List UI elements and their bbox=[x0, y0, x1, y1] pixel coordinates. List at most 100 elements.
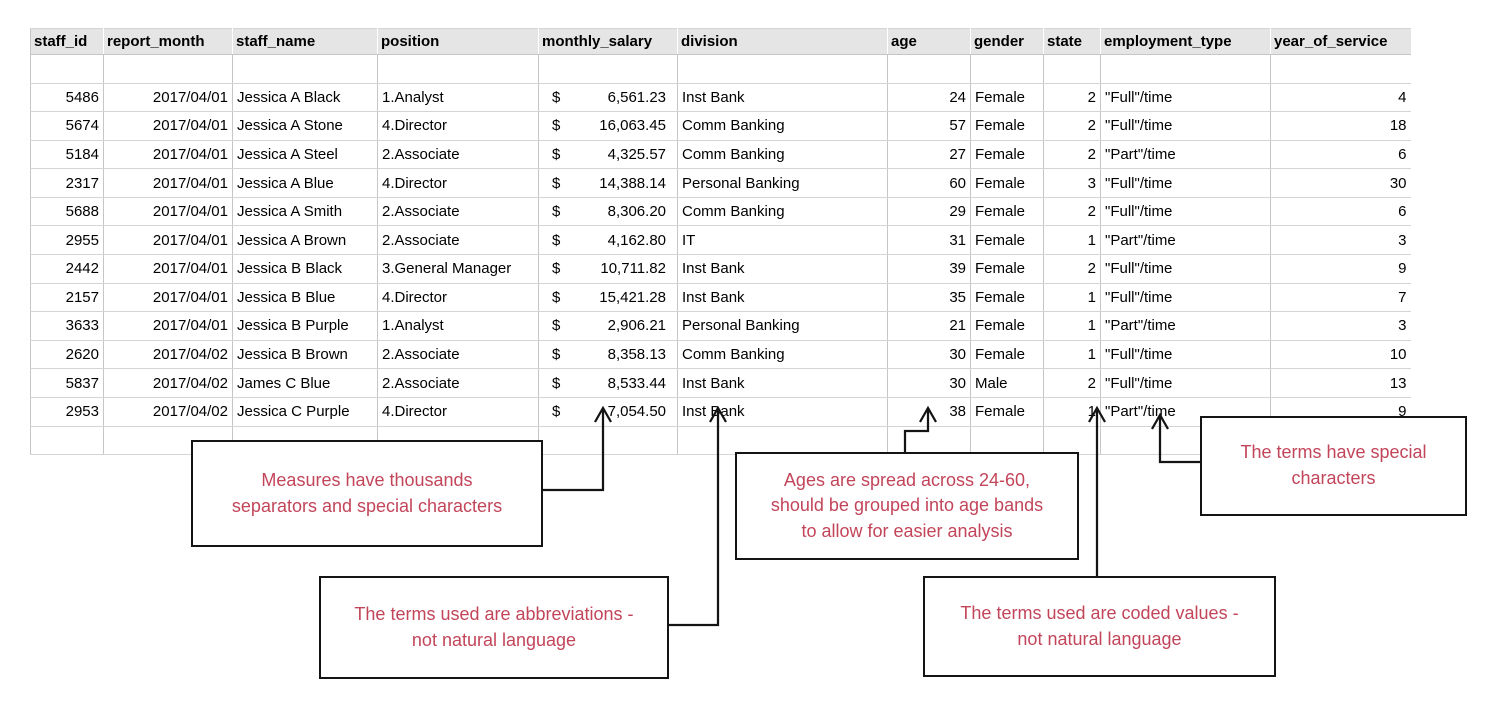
cell-employment-type[interactable]: "Part"/time bbox=[1100, 140, 1271, 170]
cell-report-month[interactable]: 2017/04/01 bbox=[103, 254, 233, 284]
cell-state[interactable]: 2 bbox=[1043, 83, 1101, 113]
cell-gender[interactable]: Female bbox=[970, 111, 1044, 141]
cell-staff-name[interactable]: Jessica A Smith bbox=[232, 197, 378, 227]
cell-position[interactable]: 1.Analyst bbox=[377, 83, 539, 113]
cell-division[interactable]: Inst Bank bbox=[677, 83, 888, 113]
cell-staff-id[interactable]: 2953 bbox=[30, 397, 104, 427]
cell-monthly-salary[interactable]: $ 8,306.20 bbox=[538, 197, 678, 227]
column-header-state[interactable]: state bbox=[1043, 28, 1101, 55]
column-header-year-of-service[interactable]: year_of_service bbox=[1270, 28, 1411, 55]
cell-state[interactable]: 1 bbox=[1043, 311, 1101, 341]
cell-gender[interactable]: Female bbox=[970, 311, 1044, 341]
cell-age[interactable]: 30 bbox=[887, 340, 971, 370]
cell-year-of-service[interactable]: 3 bbox=[1270, 225, 1411, 256]
cell-employment-type[interactable]: "Part"/time bbox=[1100, 225, 1271, 256]
cell-monthly-salary[interactable]: $ 16,063.45 bbox=[538, 111, 678, 141]
cell-staff-id[interactable]: 5184 bbox=[30, 140, 104, 170]
cell-position[interactable]: 4.Director bbox=[377, 397, 539, 427]
cell-age[interactable]: 35 bbox=[887, 283, 971, 313]
cell-report-month[interactable]: 2017/04/01 bbox=[103, 283, 233, 313]
cell-state[interactable]: 2 bbox=[1043, 368, 1101, 398]
cell-position[interactable]: 3.General Manager bbox=[377, 254, 539, 284]
cell-age[interactable]: 21 bbox=[887, 311, 971, 341]
cell-report-month[interactable]: 2017/04/02 bbox=[103, 340, 233, 370]
cell-monthly-salary[interactable]: $ 4,162.80 bbox=[538, 225, 678, 256]
cell-age[interactable]: 57 bbox=[887, 111, 971, 141]
cell-state[interactable]: 3 bbox=[1043, 168, 1101, 198]
cell-employment-type[interactable]: "Full"/time bbox=[1100, 197, 1271, 227]
column-header-division[interactable]: division bbox=[677, 28, 888, 55]
cell-employment-type[interactable]: "Full"/time bbox=[1100, 168, 1271, 198]
cell-division[interactable]: Inst Bank bbox=[677, 397, 888, 427]
cell-state[interactable]: 2 bbox=[1043, 254, 1101, 284]
cell-employment-type[interactable]: "Full"/time bbox=[1100, 368, 1271, 398]
cell-division[interactable]: Personal Banking bbox=[677, 311, 888, 341]
cell-position[interactable]: 2.Associate bbox=[377, 140, 539, 170]
cell-staff-id[interactable]: 2620 bbox=[30, 340, 104, 370]
cell-age[interactable]: 30 bbox=[887, 368, 971, 398]
cell-position[interactable]: 2.Associate bbox=[377, 340, 539, 370]
column-header-age[interactable]: age bbox=[887, 28, 971, 55]
cell-year-of-service[interactable]: 30 bbox=[1270, 168, 1411, 198]
cell-division[interactable]: Inst Bank bbox=[677, 254, 888, 284]
cell-monthly-salary[interactable]: $ 4,325.57 bbox=[538, 140, 678, 170]
cell-state[interactable]: 1 bbox=[1043, 340, 1101, 370]
cell-division[interactable]: IT bbox=[677, 225, 888, 256]
cell-state[interactable]: 2 bbox=[1043, 197, 1101, 227]
cell-staff-id[interactable]: 2157 bbox=[30, 283, 104, 313]
cell-gender[interactable]: Female bbox=[970, 254, 1044, 284]
cell-state[interactable]: 1 bbox=[1043, 397, 1101, 427]
cell-division[interactable]: Comm Banking bbox=[677, 340, 888, 370]
column-header-position[interactable]: position bbox=[377, 28, 539, 55]
cell-monthly-salary[interactable]: $ 10,711.82 bbox=[538, 254, 678, 284]
cell-staff-name[interactable]: Jessica C Purple bbox=[232, 397, 378, 427]
cell-report-month[interactable]: 2017/04/01 bbox=[103, 311, 233, 341]
cell-gender[interactable]: Female bbox=[970, 225, 1044, 256]
cell-report-month[interactable]: 2017/04/02 bbox=[103, 397, 233, 427]
cell-age[interactable]: 24 bbox=[887, 83, 971, 113]
cell-year-of-service[interactable]: 10 bbox=[1270, 340, 1411, 370]
cell-employment-type[interactable]: "Full"/time bbox=[1100, 111, 1271, 141]
cell-year-of-service[interactable]: 9 bbox=[1270, 254, 1411, 284]
cell-division[interactable]: Personal Banking bbox=[677, 168, 888, 198]
cell-staff-id[interactable]: 2317 bbox=[30, 168, 104, 198]
cell-state[interactable]: 1 bbox=[1043, 225, 1101, 256]
column-header-report-month[interactable]: report_month bbox=[103, 28, 233, 55]
cell-staff-id[interactable]: 2955 bbox=[30, 225, 104, 256]
cell-staff-name[interactable]: Jessica B Black bbox=[232, 254, 378, 284]
cell-staff-name[interactable]: Jessica B Brown bbox=[232, 340, 378, 370]
cell-division[interactable]: Inst Bank bbox=[677, 368, 888, 398]
cell-division[interactable]: Comm Banking bbox=[677, 111, 888, 141]
cell-staff-name[interactable]: Jessica A Brown bbox=[232, 225, 378, 256]
cell-report-month[interactable]: 2017/04/01 bbox=[103, 225, 233, 256]
cell-staff-name[interactable]: Jessica B Blue bbox=[232, 283, 378, 313]
cell-gender[interactable]: Male bbox=[970, 368, 1044, 398]
cell-state[interactable]: 2 bbox=[1043, 111, 1101, 141]
cell-staff-id[interactable]: 5688 bbox=[30, 197, 104, 227]
cell-gender[interactable]: Female bbox=[970, 83, 1044, 113]
cell-year-of-service[interactable]: 3 bbox=[1270, 311, 1411, 341]
cell-report-month[interactable]: 2017/04/01 bbox=[103, 197, 233, 227]
cell-report-month[interactable]: 2017/04/01 bbox=[103, 140, 233, 170]
cell-position[interactable]: 2.Associate bbox=[377, 225, 539, 256]
cell-division[interactable]: Comm Banking bbox=[677, 140, 888, 170]
cell-age[interactable]: 39 bbox=[887, 254, 971, 284]
cell-age[interactable]: 38 bbox=[887, 397, 971, 427]
cell-age[interactable]: 29 bbox=[887, 197, 971, 227]
cell-year-of-service[interactable]: 4 bbox=[1270, 83, 1411, 113]
column-header-monthly-salary[interactable]: monthly_salary bbox=[538, 28, 678, 55]
cell-position[interactable]: 2.Associate bbox=[377, 368, 539, 398]
cell-employment-type[interactable]: "Full"/time bbox=[1100, 83, 1271, 113]
cell-gender[interactable]: Female bbox=[970, 140, 1044, 170]
cell-staff-id[interactable]: 2442 bbox=[30, 254, 104, 284]
cell-monthly-salary[interactable]: $ 8,533.44 bbox=[538, 368, 678, 398]
column-header-gender[interactable]: gender bbox=[970, 28, 1044, 55]
cell-gender[interactable]: Female bbox=[970, 197, 1044, 227]
cell-employment-type[interactable]: "Full"/time bbox=[1100, 254, 1271, 284]
cell-monthly-salary[interactable]: $ 8,358.13 bbox=[538, 340, 678, 370]
cell-report-month[interactable]: 2017/04/01 bbox=[103, 83, 233, 113]
cell-year-of-service[interactable]: 7 bbox=[1270, 283, 1411, 313]
column-header-employment-type[interactable]: employment_type bbox=[1100, 28, 1271, 55]
cell-report-month[interactable]: 2017/04/01 bbox=[103, 111, 233, 141]
cell-gender[interactable]: Female bbox=[970, 168, 1044, 198]
